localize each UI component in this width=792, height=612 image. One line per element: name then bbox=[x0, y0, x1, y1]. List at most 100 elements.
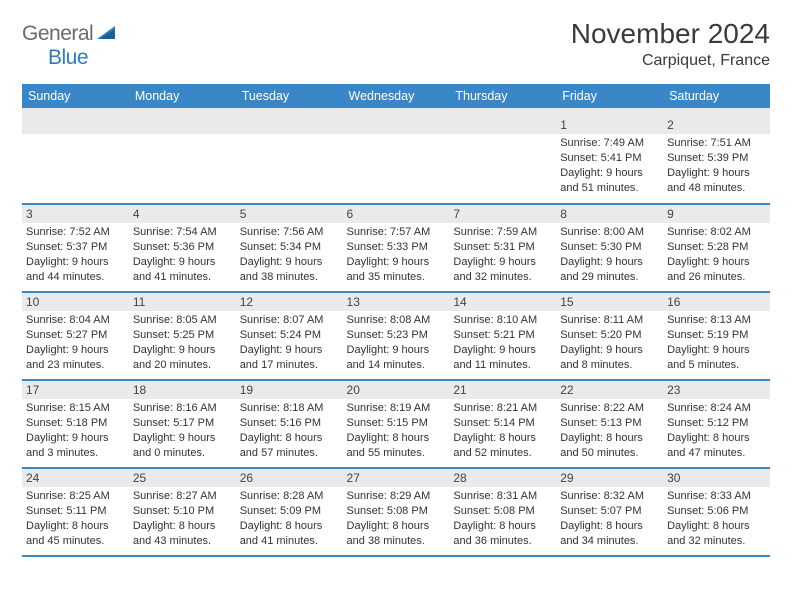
day-details: Sunrise: 8:28 AMSunset: 5:09 PMDaylight:… bbox=[236, 487, 343, 552]
sunset-text: Sunset: 5:13 PM bbox=[560, 416, 659, 431]
day-details: Sunrise: 7:57 AMSunset: 5:33 PMDaylight:… bbox=[343, 223, 450, 288]
day-header: Saturday bbox=[663, 84, 770, 108]
logo-text-general: General bbox=[22, 22, 93, 46]
day-details bbox=[449, 134, 556, 194]
sunset-text: Sunset: 5:08 PM bbox=[453, 504, 552, 519]
daylight-text: Daylight: 9 hours and 29 minutes. bbox=[560, 255, 659, 285]
sunset-text: Sunset: 5:24 PM bbox=[240, 328, 339, 343]
logo: General bbox=[22, 22, 118, 46]
day-details: Sunrise: 7:49 AMSunset: 5:41 PMDaylight:… bbox=[556, 134, 663, 199]
sunset-text: Sunset: 5:27 PM bbox=[26, 328, 125, 343]
calendar-day-cell bbox=[449, 116, 556, 204]
calendar-day-cell: 27Sunrise: 8:29 AMSunset: 5:08 PMDayligh… bbox=[343, 468, 450, 556]
sunrise-text: Sunrise: 8:18 AM bbox=[240, 401, 339, 416]
sunset-text: Sunset: 5:36 PM bbox=[133, 240, 232, 255]
day-number: 7 bbox=[449, 205, 556, 223]
daylight-text: Daylight: 8 hours and 47 minutes. bbox=[667, 431, 766, 461]
day-number: 25 bbox=[129, 469, 236, 487]
sunrise-text: Sunrise: 7:52 AM bbox=[26, 225, 125, 240]
calendar-day-cell: 4Sunrise: 7:54 AMSunset: 5:36 PMDaylight… bbox=[129, 204, 236, 292]
sunset-text: Sunset: 5:14 PM bbox=[453, 416, 552, 431]
sunrise-text: Sunrise: 8:28 AM bbox=[240, 489, 339, 504]
calendar-day-cell: 21Sunrise: 8:21 AMSunset: 5:14 PMDayligh… bbox=[449, 380, 556, 468]
sunset-text: Sunset: 5:28 PM bbox=[667, 240, 766, 255]
logo-text-blue: Blue bbox=[48, 46, 88, 70]
sunrise-text: Sunrise: 8:04 AM bbox=[26, 313, 125, 328]
daylight-text: Daylight: 9 hours and 17 minutes. bbox=[240, 343, 339, 373]
sunset-text: Sunset: 5:21 PM bbox=[453, 328, 552, 343]
calendar-week-row: 3Sunrise: 7:52 AMSunset: 5:37 PMDaylight… bbox=[22, 204, 770, 292]
daylight-text: Daylight: 9 hours and 32 minutes. bbox=[453, 255, 552, 285]
day-details bbox=[22, 134, 129, 194]
day-details bbox=[129, 134, 236, 194]
day-details: Sunrise: 7:59 AMSunset: 5:31 PMDaylight:… bbox=[449, 223, 556, 288]
day-details: Sunrise: 8:11 AMSunset: 5:20 PMDaylight:… bbox=[556, 311, 663, 376]
daylight-text: Daylight: 8 hours and 52 minutes. bbox=[453, 431, 552, 461]
day-details: Sunrise: 8:18 AMSunset: 5:16 PMDaylight:… bbox=[236, 399, 343, 464]
calendar-day-cell bbox=[236, 116, 343, 204]
sunrise-text: Sunrise: 8:24 AM bbox=[667, 401, 766, 416]
daylight-text: Daylight: 8 hours and 34 minutes. bbox=[560, 519, 659, 549]
calendar-day-cell: 11 Sunrise: 8:05 AMSunset: 5:25 PMDayligh… bbox=[129, 292, 236, 380]
sunrise-text: Sunrise: 7:51 AM bbox=[667, 136, 766, 151]
day-number: 3 bbox=[22, 205, 129, 223]
daylight-text: Daylight: 9 hours and 41 minutes. bbox=[133, 255, 232, 285]
calendar-day-cell: 2Sunrise: 7:51 AMSunset: 5:39 PMDaylight… bbox=[663, 116, 770, 204]
sunrise-text: Sunrise: 8:29 AM bbox=[347, 489, 446, 504]
day-number: 17 bbox=[22, 381, 129, 399]
calendar-day-cell: 13Sunrise: 8:08 AMSunset: 5:23 PMDayligh… bbox=[343, 292, 450, 380]
calendar-day-cell: 9Sunrise: 8:02 AMSunset: 5:28 PMDaylight… bbox=[663, 204, 770, 292]
location-label: Carpiquet, France bbox=[571, 52, 770, 70]
sunrise-text: Sunrise: 8:07 AM bbox=[240, 313, 339, 328]
daylight-text: Daylight: 8 hours and 41 minutes. bbox=[240, 519, 339, 549]
sunset-text: Sunset: 5:19 PM bbox=[667, 328, 766, 343]
day-number: 23 bbox=[663, 381, 770, 399]
calendar-day-cell: 19Sunrise: 8:18 AMSunset: 5:16 PMDayligh… bbox=[236, 380, 343, 468]
calendar-day-cell: 15Sunrise: 8:11 AMSunset: 5:20 PMDayligh… bbox=[556, 292, 663, 380]
daylight-text: Daylight: 9 hours and 5 minutes. bbox=[667, 343, 766, 373]
daylight-text: Daylight: 9 hours and 8 minutes. bbox=[560, 343, 659, 373]
calendar-day-cell: 26Sunrise: 8:28 AMSunset: 5:09 PMDayligh… bbox=[236, 468, 343, 556]
day-number: 20 bbox=[343, 381, 450, 399]
day-details: Sunrise: 8:25 AMSunset: 5:11 PMDaylight:… bbox=[22, 487, 129, 552]
calendar-day-cell: 1Sunrise: 7:49 AMSunset: 5:41 PMDaylight… bbox=[556, 116, 663, 204]
calendar-day-cell: 14Sunrise: 8:10 AMSunset: 5:21 PMDayligh… bbox=[449, 292, 556, 380]
day-header-row: SundayMondayTuesdayWednesdayThursdayFrid… bbox=[22, 84, 770, 108]
daylight-text: Daylight: 9 hours and 11 minutes. bbox=[453, 343, 552, 373]
daylight-text: Daylight: 8 hours and 55 minutes. bbox=[347, 431, 446, 461]
sunrise-text: Sunrise: 8:05 AM bbox=[133, 313, 232, 328]
day-details: Sunrise: 8:07 AMSunset: 5:24 PMDaylight:… bbox=[236, 311, 343, 376]
title-block: November 2024 Carpiquet, France bbox=[571, 18, 770, 70]
day-number: 10 bbox=[22, 293, 129, 311]
day-number: 22 bbox=[556, 381, 663, 399]
daylight-text: Daylight: 9 hours and 0 minutes. bbox=[133, 431, 232, 461]
sunrise-text: Sunrise: 7:54 AM bbox=[133, 225, 232, 240]
calendar-week-row: 10Sunrise: 8:04 AMSunset: 5:27 PMDayligh… bbox=[22, 292, 770, 380]
calendar-day-cell: 6Sunrise: 7:57 AMSunset: 5:33 PMDaylight… bbox=[343, 204, 450, 292]
day-details: Sunrise: 8:32 AMSunset: 5:07 PMDaylight:… bbox=[556, 487, 663, 552]
sunset-text: Sunset: 5:25 PM bbox=[133, 328, 232, 343]
calendar-week-row: 1Sunrise: 7:49 AMSunset: 5:41 PMDaylight… bbox=[22, 116, 770, 204]
sunrise-text: Sunrise: 8:00 AM bbox=[560, 225, 659, 240]
day-number: 9 bbox=[663, 205, 770, 223]
daylight-text: Daylight: 8 hours and 57 minutes. bbox=[240, 431, 339, 461]
day-details: Sunrise: 7:54 AMSunset: 5:36 PMDaylight:… bbox=[129, 223, 236, 288]
sunrise-text: Sunrise: 8:15 AM bbox=[26, 401, 125, 416]
daylight-text: Daylight: 9 hours and 23 minutes. bbox=[26, 343, 125, 373]
day-details: Sunrise: 8:08 AMSunset: 5:23 PMDaylight:… bbox=[343, 311, 450, 376]
day-number: 8 bbox=[556, 205, 663, 223]
day-number: 11 bbox=[129, 293, 236, 311]
sunset-text: Sunset: 5:34 PM bbox=[240, 240, 339, 255]
sunrise-text: Sunrise: 8:25 AM bbox=[26, 489, 125, 504]
sunrise-text: Sunrise: 8:11 AM bbox=[560, 313, 659, 328]
day-number: 6 bbox=[343, 205, 450, 223]
daylight-text: Daylight: 9 hours and 20 minutes. bbox=[133, 343, 232, 373]
sunset-text: Sunset: 5:15 PM bbox=[347, 416, 446, 431]
day-header: Wednesday bbox=[343, 84, 450, 108]
calendar-day-cell: 17Sunrise: 8:15 AMSunset: 5:18 PMDayligh… bbox=[22, 380, 129, 468]
sunrise-text: Sunrise: 8:10 AM bbox=[453, 313, 552, 328]
sunrise-text: Sunrise: 8:08 AM bbox=[347, 313, 446, 328]
day-details: Sunrise: 8:31 AMSunset: 5:08 PMDaylight:… bbox=[449, 487, 556, 552]
calendar-day-cell: 5Sunrise: 7:56 AMSunset: 5:34 PMDaylight… bbox=[236, 204, 343, 292]
day-details: Sunrise: 8:10 AMSunset: 5:21 PMDaylight:… bbox=[449, 311, 556, 376]
